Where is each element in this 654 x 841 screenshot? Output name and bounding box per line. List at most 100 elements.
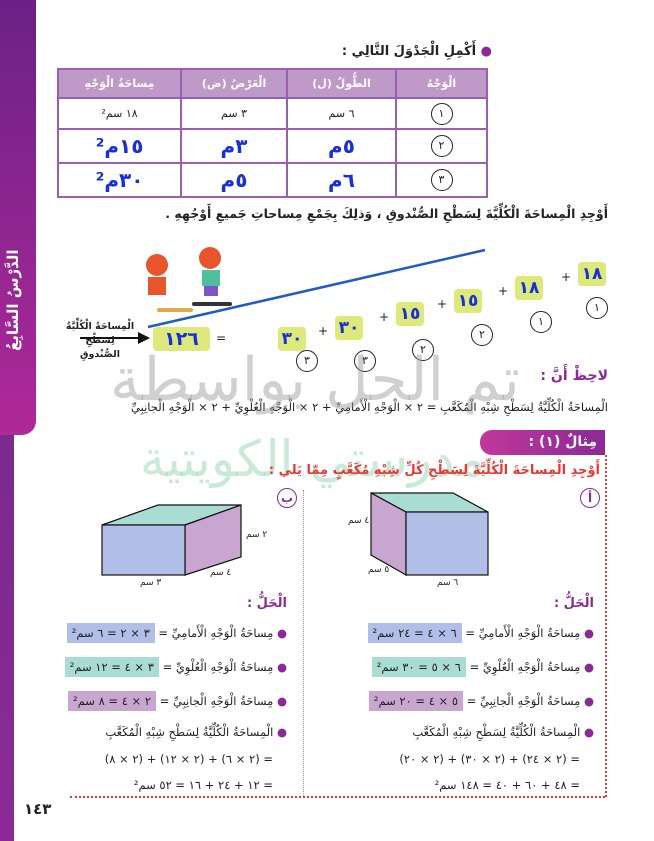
plus-sign: + bbox=[498, 284, 509, 298]
lesson-tab: الدَّرْسُ السَّابِعُ bbox=[0, 0, 36, 435]
length-cell: ٥م bbox=[286, 128, 397, 165]
width-cell: ٥م bbox=[180, 162, 288, 198]
cuboid-a-front bbox=[405, 511, 489, 576]
area-cell: ٣٠م² bbox=[57, 162, 182, 198]
example-title: مِثالٌ (١) : bbox=[480, 430, 605, 455]
term-box: ٣٠ bbox=[335, 316, 363, 340]
plus-sign: + bbox=[379, 310, 390, 324]
face-area-value: ٢ × ٤ = ٨ سم² bbox=[67, 691, 157, 711]
area-cell: ١٨ سم² bbox=[57, 96, 182, 131]
slope-line bbox=[80, 247, 486, 344]
example-task: أَوْجِدِ الْمِساحَةَ الْكُلِّيَّةَ لِسَط… bbox=[268, 463, 600, 478]
face-number: ١ bbox=[430, 102, 453, 125]
faces-table: الْوَجْهُ الطُّولُ (ل) الْعَرْضُ (ض) مِس… bbox=[57, 68, 488, 198]
header-face: الْوَجْهُ bbox=[395, 68, 488, 99]
solution-total: ● الْمِساحَةُ الْكُلِّيَّةُ لِسَطْحِ شِب… bbox=[412, 725, 594, 739]
face-area-label: مِساحَةُ الْوَجْهِ الْجانِبِيِّ = bbox=[159, 694, 274, 708]
width-cell: ٣م bbox=[180, 128, 288, 165]
cuboid-b-front bbox=[101, 524, 186, 576]
cuboid-figures bbox=[101, 491, 489, 577]
total-label-line: الْمِساحَةُ الْكُلِّيَّةُ bbox=[65, 321, 135, 332]
example-border-right bbox=[605, 455, 607, 797]
watermark-school: مدرستي الكويتية bbox=[140, 430, 486, 488]
header-area: مِساحَةُ الْوَجْهِ bbox=[57, 68, 182, 99]
plus-sign: + bbox=[561, 270, 572, 284]
solution-title: الْحَلُّ : bbox=[246, 596, 287, 611]
watermark-solved-by: تم الحل بواسطة bbox=[110, 345, 520, 415]
total-label: الْمِساحَةُ الْكُلِّيَّةُ لِسَطْحِ الصُّن… bbox=[65, 320, 135, 362]
dim-label: ٥ سم bbox=[368, 565, 390, 575]
face-area-label: مِساحَةُ الْوَجْهِ الْأَمامِيِّ = bbox=[158, 626, 274, 640]
face-area-label: مِساحَةُ الْوَجْهِ الْعُلْوِيِّ = bbox=[162, 660, 274, 674]
dim-label: ٤ سم bbox=[210, 568, 232, 578]
face-number: ٢ bbox=[412, 339, 434, 361]
cuboid-a bbox=[370, 491, 489, 577]
face-area-value: ٣ × ٢ = ٦ سم² bbox=[66, 623, 155, 643]
task-1-text: أَكْمِلِ الْجَدْوَلَ التَّالِي : bbox=[341, 44, 477, 59]
term-box: ١٥ bbox=[396, 302, 424, 326]
total-step-1: = (٢ × ٢٤) + (٢ × ٣٠) + (٢ × ٢٠) bbox=[399, 752, 580, 766]
note-title: لاحِظْ أَنَّ : bbox=[540, 368, 608, 384]
width-cell: ٣ سم bbox=[180, 96, 288, 131]
term-box: ١٨ bbox=[515, 276, 543, 300]
table-header: الْوَجْهُ الطُّولُ (ل) الْعَرْضُ (ض) مِس… bbox=[57, 68, 488, 99]
dim-label: ٦ سم bbox=[437, 578, 459, 588]
length-cell: ٦ سم bbox=[286, 96, 397, 131]
face-area-value: ٥ × ٤ = ٢٠ سم² bbox=[368, 691, 464, 711]
term-box: ١٥ bbox=[454, 289, 482, 313]
page-number: ١٤٣ bbox=[24, 800, 52, 818]
note-text: الْمِساحَةُ الْكُلِّيَّةُ لِسَطْحِ شِبْه… bbox=[131, 400, 608, 414]
part-b-label: ب bbox=[277, 488, 297, 508]
face-area-value: ٦ × ٤ = ٢٤ سم² bbox=[367, 623, 462, 643]
face-area-label: مِساحَةُ الْوَجْهِ الْعُلْوِيِّ = bbox=[469, 660, 581, 674]
column-divider bbox=[303, 490, 304, 796]
solution-line: ● مِساحَةُ الْوَجْهِ الْأَمامِيِّ = ٦ × … bbox=[367, 623, 594, 643]
plus-sign: + bbox=[437, 297, 448, 311]
kids-skateboard-illustration bbox=[146, 247, 232, 312]
solution-line: ● مِساحَةُ الْوَجْهِ الْعُلْوِيِّ = ٦ × … bbox=[371, 657, 594, 677]
dim-label: ٤ سم bbox=[348, 516, 370, 526]
total-label-line: لِسَطْحِ الصُّنْدوقِ bbox=[80, 335, 120, 360]
cuboid-b bbox=[101, 504, 242, 576]
dim-label: ٣ سم bbox=[140, 578, 162, 588]
solution-total: ● الْمِساحَةُ الْكُلِّيَّةُ لِسَطْحِ شِب… bbox=[105, 725, 287, 739]
face-area-label: مِساحَةُ الْوَجْهِ الْجانِبِيِّ = bbox=[466, 694, 581, 708]
header-length: الطُّولُ (ل) bbox=[286, 68, 397, 99]
total-area-label: الْمِساحَةُ الْكُلِّيَّةُ لِسَطْحِ شِبْه… bbox=[105, 725, 274, 739]
face-number: ١ bbox=[586, 297, 608, 319]
area-cell: ١٥م² bbox=[57, 128, 182, 165]
face-area-value: ٣ × ٤ = ١٢ سم² bbox=[64, 657, 159, 677]
face-number: ٢ bbox=[471, 324, 493, 346]
table-row: ١ ٦ سم ٣ سم ١٨ سم² bbox=[57, 96, 488, 131]
solution-line: ● مِساحَةُ الْوَجْهِ الْأَمامِيِّ = ٣ × … bbox=[66, 623, 287, 643]
face-area-value: ٦ × ٥ = ٣٠ سم² bbox=[371, 657, 466, 677]
task-2: أَوْجِدِ الْمِساحَةَ الْكُلِّيَّةَ لِسَط… bbox=[165, 206, 608, 221]
solution-line: ● مِساحَةُ الْوَجْهِ الْجانِبِيِّ = ٥ × … bbox=[368, 691, 594, 711]
part-a-label: أ bbox=[580, 488, 600, 508]
face-number: ٣ bbox=[354, 350, 376, 372]
term-box: ١٨ bbox=[578, 262, 606, 286]
header-width: الْعَرْضُ (ض) bbox=[180, 68, 288, 99]
total-step-2: = ٤٨ + ٦٠ + ٤٠ = ١٤٨ سم² bbox=[434, 778, 580, 792]
equals-sign: = bbox=[216, 331, 227, 345]
total-box: ١٢٦ bbox=[153, 327, 210, 351]
face-area-label: مِساحَةُ الْوَجْهِ الْأَمامِيِّ = bbox=[465, 626, 581, 640]
term-box: ٣٠ bbox=[278, 327, 306, 351]
face-number: ٢ bbox=[430, 135, 453, 158]
table-row: ٣ ٦م ٥م ٣٠م² bbox=[57, 162, 488, 198]
task-1: ● أَكْمِلِ الْجَدْوَلَ التَّالِي : bbox=[341, 44, 492, 59]
face-number: ٣ bbox=[296, 350, 318, 372]
table-row: ٢ ٥م ٣م ١٥م² bbox=[57, 128, 488, 165]
arrow-icon bbox=[138, 332, 150, 344]
total-area-label: الْمِساحَةُ الْكُلِّيَّةُ لِسَطْحِ شِبْه… bbox=[412, 725, 581, 739]
example-border-bottom bbox=[70, 796, 605, 798]
solution-line: ● مِساحَةُ الْوَجْهِ الْعُلْوِيِّ = ٣ × … bbox=[64, 657, 287, 677]
solution-title: الْحَلُّ : bbox=[553, 596, 594, 611]
solution-line: ● مِساحَةُ الْوَجْهِ الْجانِبِيِّ = ٢ × … bbox=[67, 691, 287, 711]
length-cell: ٦م bbox=[286, 162, 397, 198]
plus-sign: + bbox=[318, 324, 329, 338]
face-number: ١ bbox=[530, 311, 552, 333]
total-step-2: = ١٢ + ٢٤ + ١٦ = ٥٢ سم² bbox=[133, 778, 273, 792]
face-number: ٣ bbox=[430, 169, 453, 192]
